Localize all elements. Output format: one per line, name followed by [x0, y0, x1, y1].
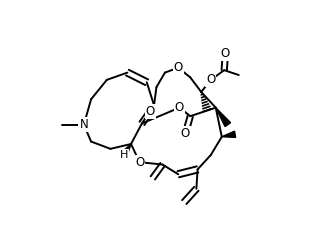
Polygon shape	[222, 131, 236, 137]
Text: H: H	[120, 150, 128, 160]
Text: N: N	[80, 118, 88, 131]
Text: O: O	[206, 73, 215, 86]
Text: O: O	[146, 105, 155, 118]
Text: H: H	[120, 150, 128, 160]
Text: O: O	[221, 47, 230, 60]
Text: O: O	[135, 156, 144, 169]
Text: O: O	[175, 101, 184, 114]
Text: O: O	[181, 127, 190, 140]
Polygon shape	[216, 108, 231, 127]
Text: O: O	[174, 61, 183, 74]
Polygon shape	[121, 144, 131, 157]
Text: N: N	[80, 118, 88, 131]
